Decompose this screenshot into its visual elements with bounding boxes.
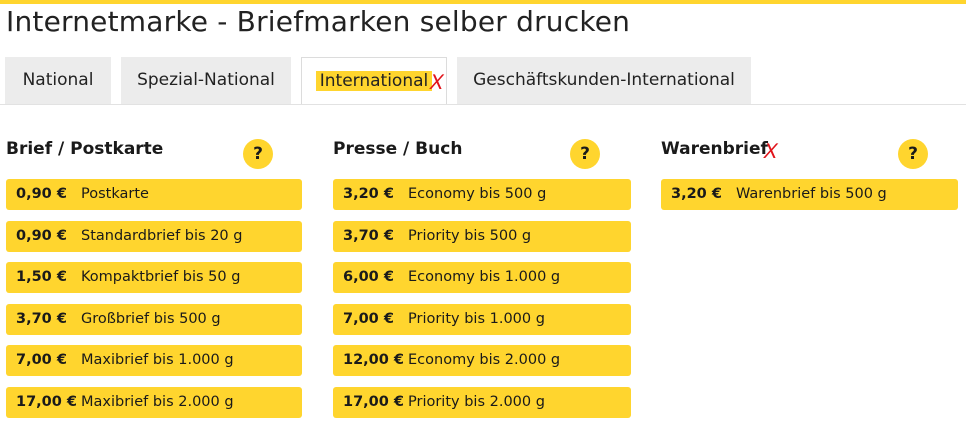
product-label: Economy bis 500 g (408, 186, 547, 202)
product-item[interactable]: 3,70 € Großbrief bis 500 g (6, 304, 302, 335)
tab-label: National (22, 70, 94, 90)
product-price: 12,00 € (343, 352, 405, 368)
column-title: Warenbrief (661, 139, 768, 159)
column-title: Brief / Postkarte (6, 139, 164, 159)
tab-international[interactable]: International (301, 57, 447, 105)
product-label: Priority bis 2.000 g (408, 394, 545, 410)
column-warenbrief: Warenbrief X ? 3,20 € Warenbrief bis 500… (661, 137, 958, 217)
product-item[interactable]: 17,00 € Maxibrief bis 2.000 g (6, 387, 302, 418)
tab-divider (0, 104, 966, 105)
product-price: 3,20 € (343, 186, 394, 202)
tab-bar: National Spezial-National International … (0, 57, 966, 105)
product-item[interactable]: 17,00 € Priority bis 2.000 g (333, 387, 631, 418)
product-item[interactable]: 12,00 € Economy bis 2.000 g (333, 345, 631, 376)
tab-label: Geschäftskunden-International (473, 70, 735, 90)
product-price: 0,90 € (16, 228, 67, 244)
product-item[interactable]: 7,00 € Maxibrief bis 1.000 g (6, 345, 302, 376)
page-title: Internetmarke - Briefmarken selber druck… (6, 5, 631, 38)
help-button[interactable]: ? (898, 139, 928, 169)
product-price: 7,00 € (16, 352, 67, 368)
product-item[interactable]: 6,00 € Economy bis 1.000 g (333, 262, 631, 293)
product-item[interactable]: 3,20 € Warenbrief bis 500 g (661, 179, 958, 210)
product-label: Maxibrief bis 1.000 g (81, 352, 234, 368)
annotation-x-mark: X (761, 139, 781, 163)
tab-geschaeftskunden-international[interactable]: Geschäftskunden-International (457, 57, 751, 104)
product-label: Postkarte (81, 186, 149, 202)
product-label: Economy bis 2.000 g (408, 352, 561, 368)
product-label: Großbrief bis 500 g (81, 311, 221, 327)
tab-national[interactable]: National (5, 57, 111, 104)
column-presse-buch: Presse / Buch ? 3,20 € Economy bis 500 g… (333, 137, 631, 427)
product-item[interactable]: 3,70 € Priority bis 500 g (333, 221, 631, 252)
product-item[interactable]: 1,50 € Kompaktbrief bis 50 g (6, 262, 302, 293)
product-price: 7,00 € (343, 311, 394, 327)
product-label: Kompaktbrief bis 50 g (81, 269, 241, 285)
column-title: Presse / Buch (333, 139, 463, 159)
product-price: 17,00 € (343, 394, 405, 410)
product-item[interactable]: 0,90 € Standardbrief bis 20 g (6, 221, 302, 252)
product-label: Priority bis 500 g (408, 228, 532, 244)
product-price: 6,00 € (343, 269, 394, 285)
product-price: 3,70 € (16, 311, 67, 327)
product-label: Standardbrief bis 20 g (81, 228, 243, 244)
product-label: Maxibrief bis 2.000 g (81, 394, 234, 410)
product-price: 0,90 € (16, 186, 67, 202)
tab-spezial-national[interactable]: Spezial-National (121, 57, 291, 104)
product-price: 1,50 € (16, 269, 67, 285)
help-button[interactable]: ? (570, 139, 600, 169)
product-price: 17,00 € (16, 394, 78, 410)
product-price: 3,20 € (671, 186, 722, 202)
product-item[interactable]: 7,00 € Priority bis 1.000 g (333, 304, 631, 335)
tab-label-highlighted: International (315, 71, 433, 91)
brand-accent-bar (0, 0, 966, 4)
product-item[interactable]: 0,90 € Postkarte (6, 179, 302, 210)
product-label: Warenbrief bis 500 g (736, 186, 887, 202)
help-button[interactable]: ? (243, 139, 273, 169)
product-price: 3,70 € (343, 228, 394, 244)
product-label: Economy bis 1.000 g (408, 269, 561, 285)
tab-label: Spezial-National (137, 70, 275, 90)
product-label: Priority bis 1.000 g (408, 311, 545, 327)
product-item[interactable]: 3,20 € Economy bis 500 g (333, 179, 631, 210)
column-brief-postkarte: Brief / Postkarte ? 0,90 € Postkarte 0,9… (6, 137, 302, 427)
